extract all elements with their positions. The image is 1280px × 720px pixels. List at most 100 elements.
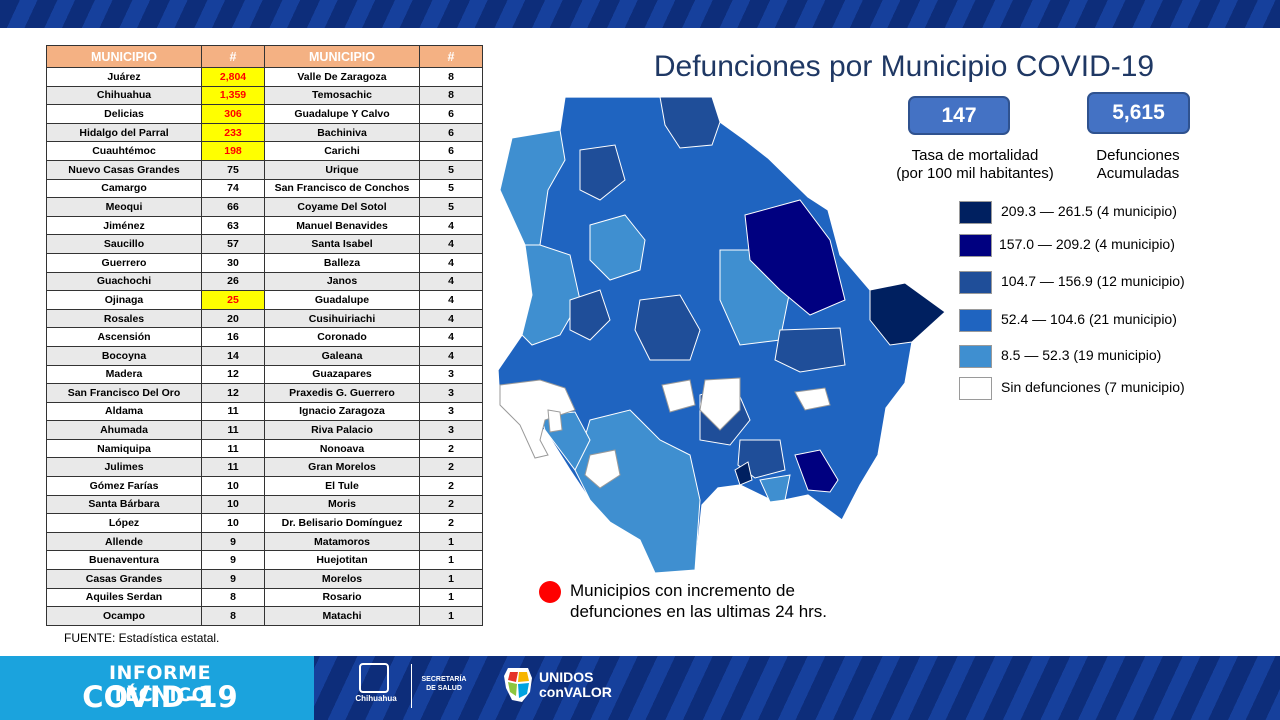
count-cell: 8 — [201, 587, 265, 608]
header-municipio-2: MUNICIPIO — [264, 45, 420, 68]
region-darkest-juarez — [869, 282, 946, 346]
unidos-line2: conVALOR — [539, 684, 612, 700]
legend-swatch — [959, 201, 992, 224]
municipio-cell: Bachiniva — [264, 122, 420, 143]
legend-swatch — [959, 234, 992, 257]
legend-label: Sin defunciones (7 municipio) — [1001, 379, 1185, 395]
count-cell: 198 — [201, 141, 265, 161]
secretaria-line2: DE SALUD — [426, 685, 462, 692]
table-row: Aquiles Serdan 8 Rosario 1 — [46, 587, 483, 608]
municipio-cell: Gran Morelos — [264, 457, 420, 478]
count-cell: 10 — [201, 476, 265, 496]
count-cell: 4 — [419, 327, 483, 347]
table-row: Delicias 306 Guadalupe Y Calvo 6 — [46, 104, 483, 124]
state-name: Chihuahua — [355, 694, 397, 703]
count-cell: 3 — [419, 401, 483, 422]
municipio-cell: Ignacio Zaragoza — [264, 401, 420, 422]
count-cell: 1 — [419, 531, 483, 552]
region-white-center-a — [661, 379, 696, 413]
count-cell: 4 — [419, 271, 483, 292]
count-cell: 8 — [419, 85, 483, 106]
increment-dot-icon — [539, 581, 561, 603]
municipio-cell: Guadalupe — [264, 290, 420, 310]
header-count-1: # — [201, 45, 265, 68]
unidos-line1: UNIDOS — [539, 669, 594, 685]
municipio-cell: Urique — [264, 159, 420, 180]
region-dark-b — [794, 449, 839, 493]
count-cell: 4 — [419, 308, 483, 329]
municipio-cell: Janos — [264, 271, 420, 292]
count-cell: 11 — [201, 420, 265, 440]
municipio-cell: Jiménez — [46, 215, 202, 236]
count-cell: 12 — [201, 383, 265, 403]
count-cell: 2 — [419, 513, 483, 533]
count-cell: 10 — [201, 513, 265, 533]
region-west-light — [521, 244, 581, 346]
table-row: Santa Bárbara 10 Moris 2 — [46, 494, 483, 515]
table-row: San Francisco Del Oro 12 Praxedis G. Guerr… — [46, 383, 483, 403]
municipio-cell: Moris — [264, 494, 420, 515]
count-cell: 6 — [419, 141, 483, 161]
region-white-sw — [547, 409, 563, 433]
municipality-shapes — [497, 96, 946, 574]
municipio-cell: Saucillo — [46, 234, 202, 254]
table-row: Guachochi 26 Janos 4 — [46, 271, 483, 292]
count-cell: 11 — [201, 401, 265, 422]
municipio-cell: Nonoava — [264, 438, 420, 459]
municipio-cell: Ascensión — [46, 327, 202, 347]
region-center-mid — [634, 294, 701, 361]
count-cell: 5 — [419, 159, 483, 180]
header-count-2: # — [419, 45, 483, 68]
municipio-cell: Gómez Farías — [46, 476, 202, 496]
report-title-line2: COVID-19 — [82, 680, 238, 714]
region-east-mid — [774, 327, 846, 373]
count-cell: 306 — [201, 104, 265, 124]
table-row: Ahumada 11 Riva Palacio 3 — [46, 420, 483, 440]
municipio-cell: El Tule — [264, 476, 420, 496]
table-row: Chihuahua 1,359 Temosachic 8 — [46, 85, 483, 106]
mortality-rate-label-line2: (por 100 mil habitantes) — [896, 165, 1054, 182]
table-row: Ascensión 16 Coronado 4 — [46, 327, 483, 347]
municipio-cell: Ocampo — [46, 606, 202, 626]
count-cell: 14 — [201, 345, 265, 366]
municipio-cell: Cuauhtémoc — [46, 141, 202, 161]
table-row: Julimes 11 Gran Morelos 2 — [46, 457, 483, 478]
map-title: Defunciones por Municipio COVID-19 — [653, 50, 1155, 83]
state-base — [497, 96, 946, 574]
region-north-mid — [659, 96, 721, 149]
count-cell: 5 — [419, 197, 483, 217]
count-cell: 233 — [201, 122, 265, 143]
municipio-cell: Matamoros — [264, 531, 420, 552]
region-east-light-a — [759, 474, 791, 503]
count-cell: 4 — [419, 234, 483, 254]
count-cell: 8 — [201, 606, 265, 626]
count-cell: 2 — [419, 438, 483, 459]
municipio-cell: Guazapares — [264, 364, 420, 385]
legend-swatch — [959, 271, 992, 294]
municipio-cell: Madera — [46, 364, 202, 385]
region-nw-mid — [579, 144, 626, 201]
municipio-cell: Guerrero — [46, 252, 202, 273]
legend-swatch — [959, 309, 992, 332]
count-cell: 2 — [419, 476, 483, 496]
increment-note-line2: defunciones en las ultimas 24 hrs. — [570, 602, 828, 621]
municipio-cell: Rosario — [264, 587, 420, 608]
mortality-rate-label: Tasa de mortalidad (por 100 mil habitant… — [880, 147, 1070, 183]
secretaria-label: SECRETARÍA DE SALUD — [420, 675, 468, 693]
mortality-rate-box: 147 — [908, 96, 1010, 135]
legend-label: 52.4 — 104.6 (21 municipio) — [1001, 311, 1177, 327]
table-header-row: MUNICIPIO # MUNICIPIO # — [46, 45, 483, 68]
count-cell: 1 — [419, 569, 483, 589]
municipio-cell: Namiquipa — [46, 438, 202, 459]
municipio-cell: Guachochi — [46, 271, 202, 292]
table-row: Saucillo 57 Santa Isabel 4 — [46, 234, 483, 254]
count-cell: 1,359 — [201, 85, 265, 106]
region-darkest-b — [734, 461, 753, 486]
municipio-cell: Aldama — [46, 401, 202, 422]
municipio-cell: Praxedis G. Guerrero — [264, 383, 420, 403]
municipio-cell: Delicias — [46, 104, 202, 124]
table-row: Ocampo 8 Matachi 1 — [46, 606, 483, 626]
table-row: Aldama 11 Ignacio Zaragoza 3 — [46, 401, 483, 422]
count-cell: 11 — [201, 457, 265, 478]
legend-swatch — [959, 377, 992, 400]
